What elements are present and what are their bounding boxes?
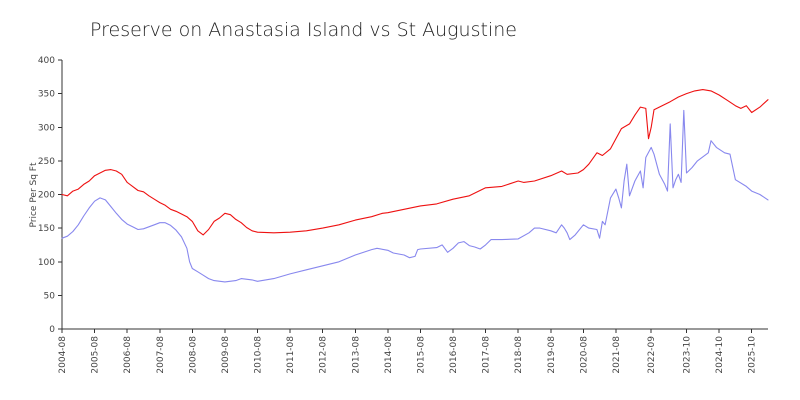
- x-tick-label: 2020-08: [579, 336, 589, 374]
- x-tick-label: 2021-08: [612, 336, 622, 374]
- y-axis-label: Price Per Sq Ft: [29, 162, 39, 227]
- x-tick-label: 2025-10: [748, 336, 758, 374]
- x-tick-label: 2022-09: [647, 336, 657, 374]
- x-tick-label: 2011-08: [286, 336, 296, 374]
- series-layer: [61, 89, 769, 283]
- axes: 0 50 100 150 200 250 300 350 400 2004-08 2005-08 20…: [38, 56, 768, 374]
- y-tick-label: 350: [38, 90, 55, 100]
- x-tick-label: 2012-08: [319, 336, 329, 374]
- x-tick-label: 2017-08: [482, 336, 492, 374]
- x-tick-label: 2019-08: [547, 336, 557, 374]
- series-line-1: [61, 89, 769, 236]
- x-tick-label: 2006-08: [123, 336, 133, 374]
- x-tick-label: 2007-08: [156, 336, 166, 374]
- x-tick-label: 2024-10: [715, 336, 725, 374]
- x-tick-label: 2004-08: [58, 336, 68, 374]
- x-tick-label: 2023-10: [683, 336, 693, 374]
- y-tick-label: 400: [38, 56, 55, 66]
- x-tick-label: 2005-08: [91, 336, 101, 374]
- x-tick-label: 2016-08: [449, 336, 459, 374]
- y-tick-label: 250: [38, 157, 55, 167]
- y-tick-label: 50: [44, 291, 56, 301]
- x-tick-label: 2009-08: [221, 336, 231, 374]
- x-tick-label: 2013-08: [351, 336, 361, 374]
- series-line-2: [61, 109, 769, 283]
- x-tick-label: 2015-08: [416, 336, 426, 374]
- y-tick-label: 150: [38, 224, 55, 234]
- x-tick-label: 2010-08: [254, 336, 264, 374]
- y-tick-label: 100: [38, 258, 55, 268]
- y-tick-label: 0: [49, 325, 55, 335]
- x-tick-label: 2014-08: [384, 336, 394, 374]
- x-tick-label: 2008-08: [188, 336, 198, 374]
- chart-title: Preserve on Anastasia Island vs St Augus…: [90, 19, 517, 41]
- y-tick-label: 200: [38, 191, 55, 201]
- x-tick-label: 2018-08: [514, 336, 524, 374]
- y-tick-label: 300: [38, 123, 55, 133]
